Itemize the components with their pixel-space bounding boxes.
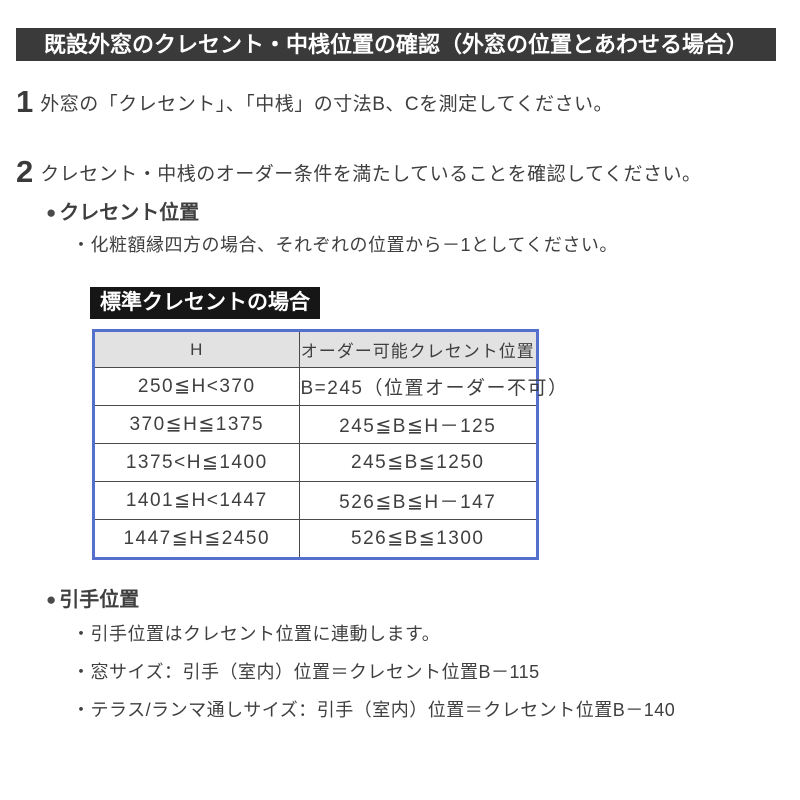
crescent-position-heading: ● クレセント位置	[46, 196, 199, 225]
table-cell-b-range: 245≦B≦1250	[299, 443, 536, 482]
step-1-text: 外窓の「クレセント」、「中桟」の寸法B、Cを測定してください。	[40, 94, 614, 115]
table-row: 370≦H≦1375 245≦B≦H－125	[95, 405, 536, 444]
table-cell-h-range: 1401≦H<1447	[95, 481, 300, 520]
table-cell-h-range: 250≦H<370	[95, 367, 300, 406]
table-cell-b-range: 245≦B≦H－125	[299, 405, 536, 444]
table-cell-h-range: 1375<H≦1400	[95, 443, 300, 482]
bullet-disc-icon: ●	[46, 203, 57, 222]
handle-note: ・引手位置はクレセント位置に連動します。	[72, 624, 441, 644]
table-cell-b-range: 526≦B≦1300	[299, 519, 536, 557]
table-header-row: H オーダー可能クレセント位置	[95, 332, 536, 368]
step-1-number: 1	[16, 84, 34, 119]
table-cell-b-range: B=245（位置オーダー不可）	[300, 378, 569, 399]
handle-position-notes: ・引手位置はクレセント位置に連動します。 ・窓サイズ：引手（室内）位置＝クレセン…	[72, 620, 675, 734]
handle-note: ・窓サイズ：引手（室内）位置＝クレセント位置B－115	[72, 662, 540, 682]
step-1: 1 外窓の「クレセント」、「中桟」の寸法B、Cを測定してください。	[16, 84, 613, 120]
table-header-h: H	[95, 332, 300, 368]
table-cell-h-range: 370≦H≦1375	[95, 405, 300, 444]
bullet-disc-icon: ●	[46, 590, 57, 609]
table-header-order-position: オーダー可能クレセント位置	[299, 332, 536, 368]
crescent-position-note: ・化粧額縁四方の場合、それぞれの位置から－1としてください。	[72, 235, 618, 255]
table-row: 1447≦H≦2450 526≦B≦1300	[95, 519, 536, 557]
standard-crescent-label: 標準クレセントの場合	[90, 287, 320, 319]
table-cell-h-range: 1447≦H≦2450	[95, 519, 300, 557]
table-row: 1375<H≦1400 245≦B≦1250	[95, 443, 536, 482]
table-row: 1401≦H<1447 526≦B≦H－147	[95, 481, 536, 520]
step-2-number: 2	[16, 154, 34, 189]
step-2: 2 クレセント・中桟のオーダー条件を満たしていることを確認してください。	[16, 154, 702, 190]
handle-position-heading: ● 引手位置	[46, 583, 139, 612]
page-title: 既設外窓のクレセント・中桟位置の確認（外窓の位置とあわせる場合）	[16, 28, 776, 61]
handle-position-label: 引手位置	[59, 589, 140, 611]
crescent-position-table: H オーダー可能クレセント位置 250≦H<370 B=245（位置オーダー不可…	[92, 329, 569, 560]
handle-note: ・テラス/ランマ通しサイズ：引手（室内）位置＝クレセント位置B－140	[72, 700, 676, 720]
step-2-text: クレセント・中桟のオーダー条件を満たしていることを確認してください。	[40, 164, 702, 185]
crescent-position-label: クレセント位置	[59, 202, 200, 224]
table-cell-b-range: 526≦B≦H－147	[299, 481, 536, 520]
table-row: 250≦H<370 B=245（位置オーダー不可）	[95, 367, 569, 406]
